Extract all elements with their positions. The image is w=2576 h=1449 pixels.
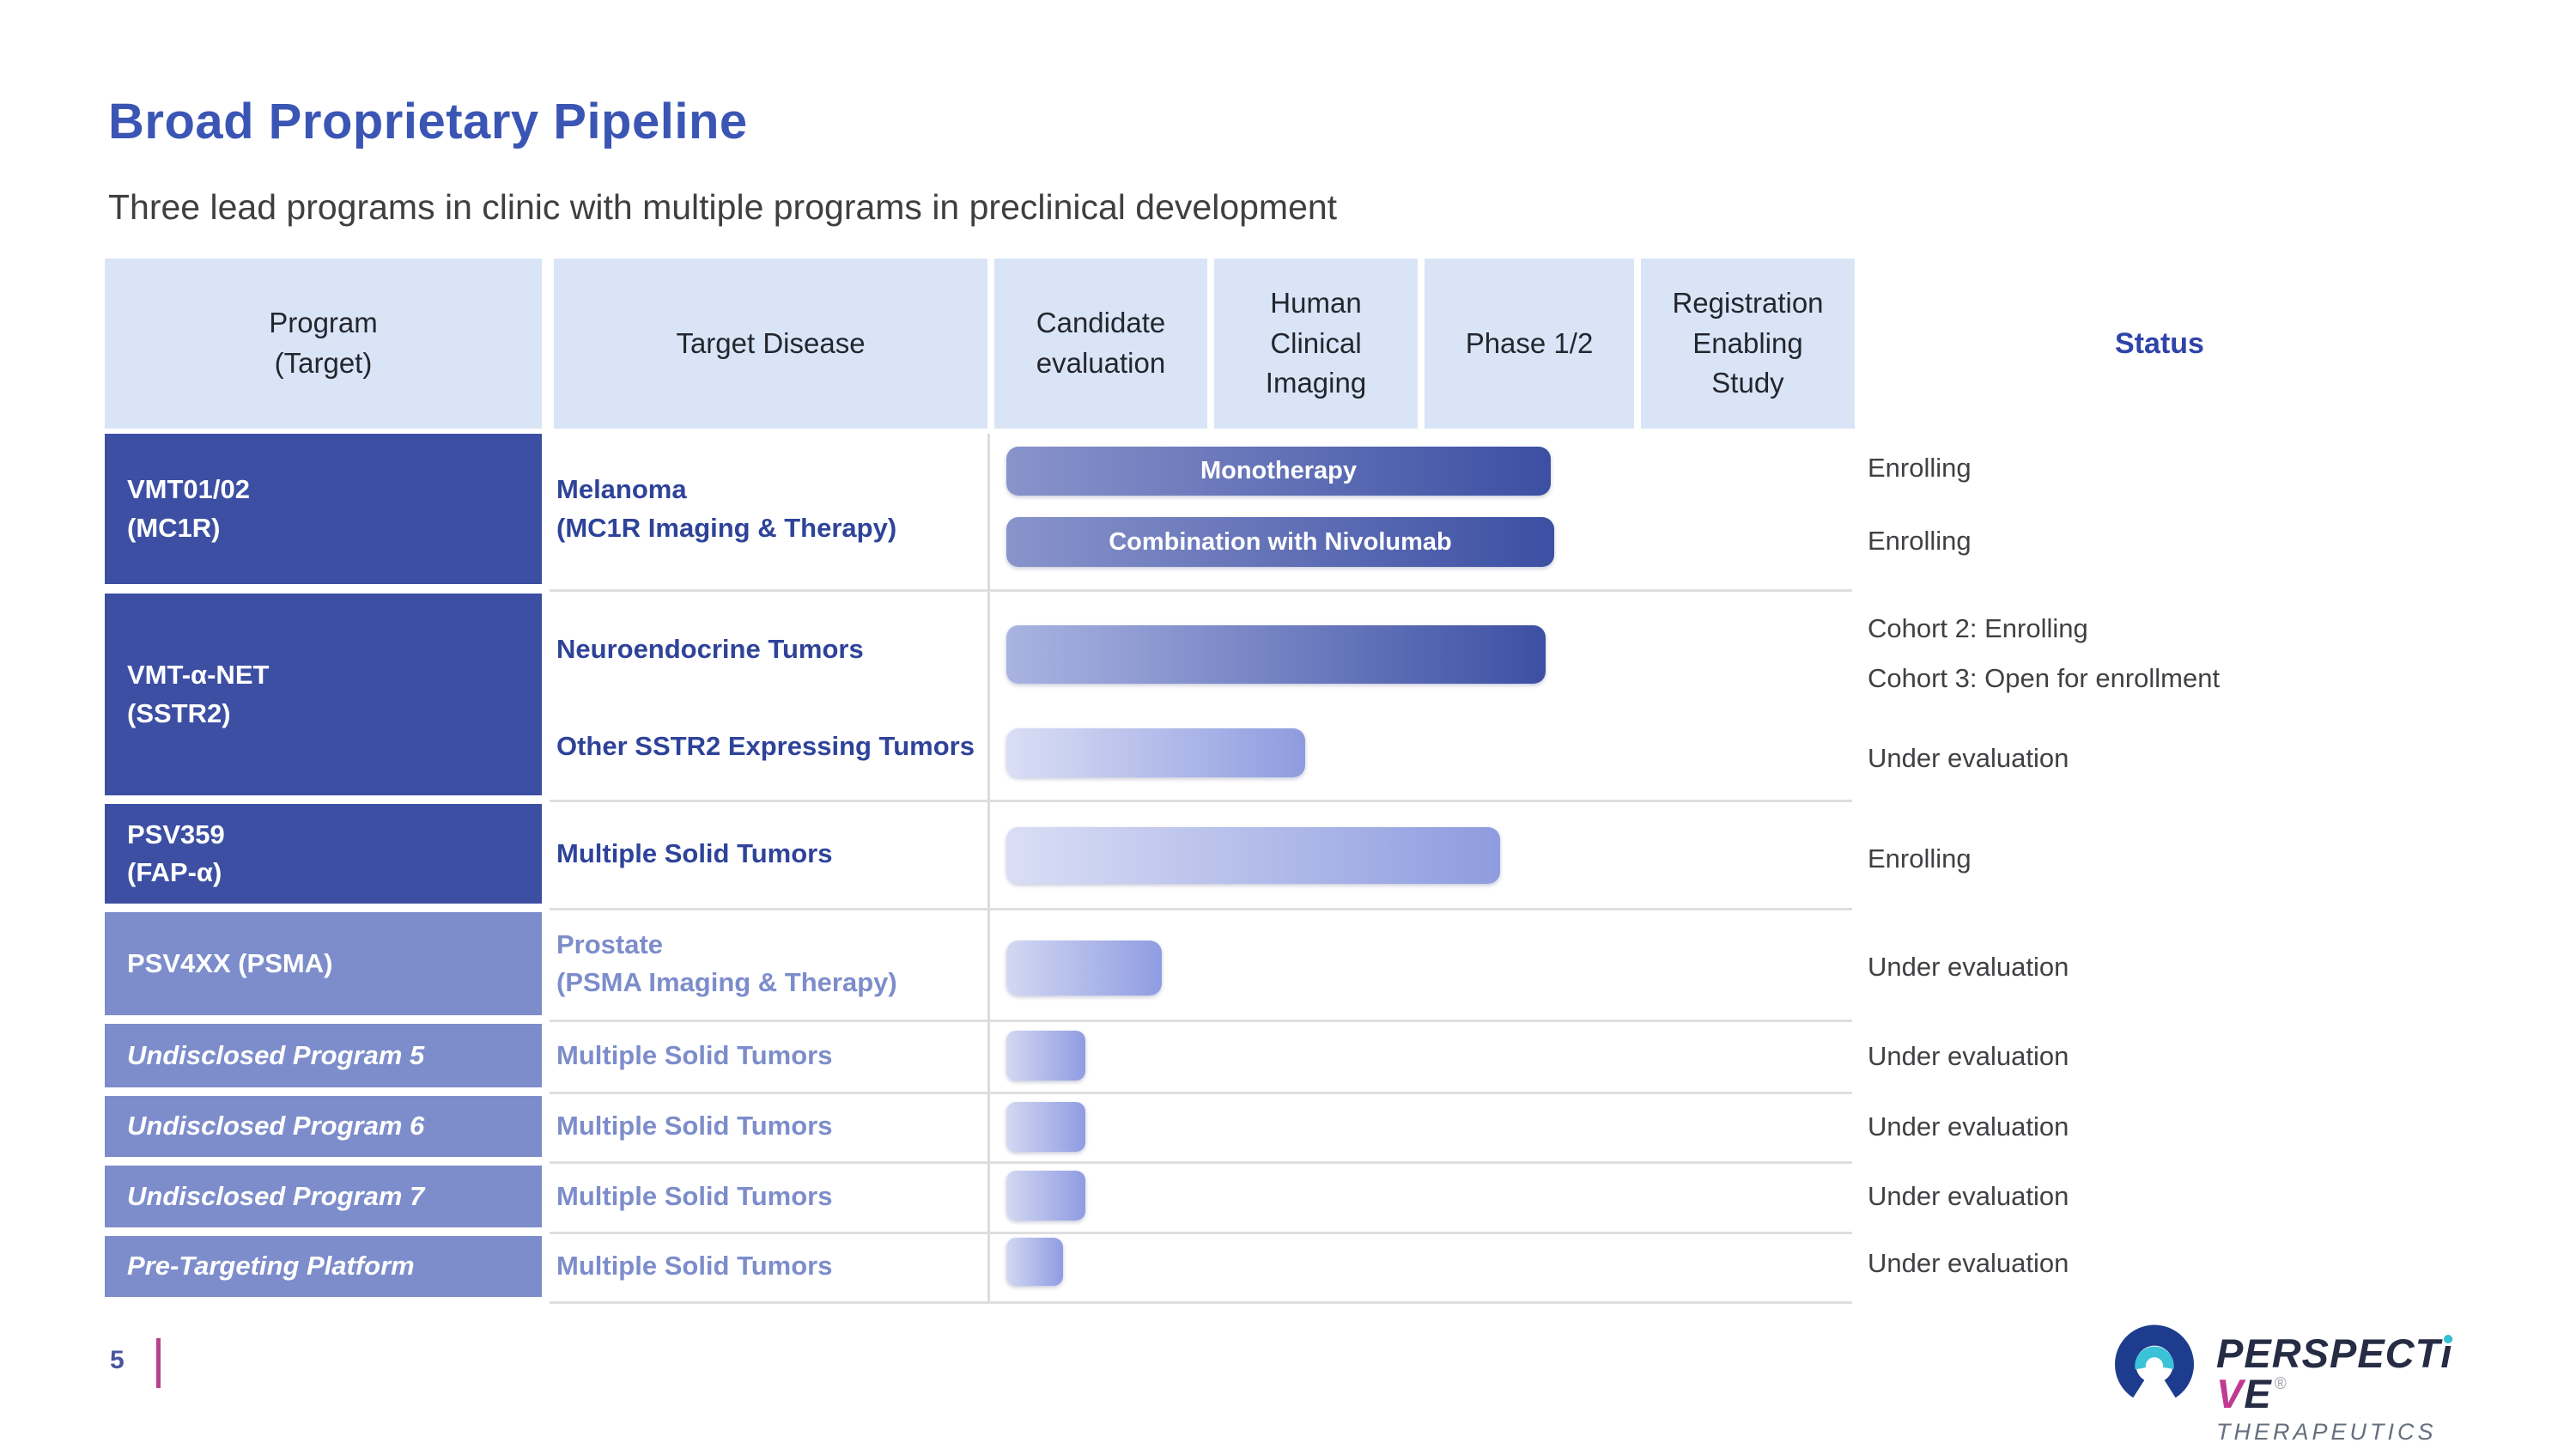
status-text: Under evaluation [1868, 1181, 2069, 1211]
header-cell-target-disease: Target Disease [554, 259, 987, 429]
pipeline-bar-undisclosed-5 [1006, 1031, 1085, 1081]
header-cell-candidate-evaluation: Candidate evaluation [994, 259, 1207, 429]
page-subtitle: Three lead programs in clinic with multi… [108, 187, 1338, 227]
status-text: Under evaluation [1868, 743, 2069, 773]
pipeline-bar-psv4xx [1006, 941, 1162, 995]
row-separator [550, 908, 1852, 910]
header-cell-status: Status [2115, 326, 2204, 360]
logo-i-teal-dot: i [2440, 1330, 2453, 1376]
row-separator [550, 1161, 1852, 1164]
status-text: Under evaluation [1868, 1111, 2069, 1142]
header-cell-program: Program (Target) [105, 259, 542, 429]
registered-mark: ® [2274, 1375, 2287, 1393]
disease-label: Multiple Solid Tumors [556, 1251, 833, 1282]
logo-subbrand: THERAPEUTICS [2216, 1419, 2437, 1445]
pipeline-bar-other-sstr2 [1006, 728, 1305, 777]
row-separator [550, 1232, 1852, 1234]
disease-label: Prostate (PSMA Imaging & Therapy) [556, 928, 897, 997]
pipeline-bar-neuroendocrine [1006, 625, 1546, 684]
row-separator [550, 589, 1852, 592]
program-cell: Undisclosed Program 6 [105, 1096, 542, 1157]
status-text: Enrolling [1868, 843, 1971, 874]
pipeline-bar-undisclosed-6 [1006, 1102, 1085, 1152]
status-text: Enrolling [1868, 526, 1971, 556]
bar-label: Combination with Nivolumab [1109, 527, 1452, 556]
header-cell-human-clinical-imaging: Human Clinical Imaging [1214, 259, 1418, 429]
status-text: Under evaluation [1868, 1248, 2069, 1278]
status-text: Enrolling [1868, 453, 1971, 483]
header-cell-phase-1-2: Phase 1/2 [1425, 259, 1634, 429]
logo-mark-icon [2108, 1324, 2201, 1408]
logo-wordmark: PERSPECTiVE ® [2216, 1330, 2453, 1416]
disease-label: Multiple Solid Tumors [556, 1039, 833, 1070]
pipeline-bar-undisclosed-7 [1006, 1171, 1085, 1221]
status-text: Cohort 3: Open for enrollment [1868, 663, 2221, 693]
header-cell-registration-enabling-study: Registration Enabling Study [1641, 259, 1855, 429]
disease-label: Other SSTR2 Expressing Tumors [556, 731, 975, 762]
logo-v-magenta: V [2216, 1371, 2245, 1416]
bar-label: Monotherapy [1200, 457, 1358, 484]
disease-label: Melanoma (MC1R Imaging & Therapy) [556, 474, 897, 543]
status-text: Under evaluation [1868, 952, 2069, 982]
program-cell: VMT01/02 (MC1R) [105, 434, 542, 584]
page-title: Broad Proprietary Pipeline [108, 94, 748, 149]
status-text: Cohort 2: Enrolling [1868, 613, 2088, 643]
program-cell: Undisclosed Program 5 [105, 1024, 542, 1087]
pipeline-bar-combination-nivolumab: Combination with Nivolumab [1006, 517, 1554, 567]
disease-label: Multiple Solid Tumors [556, 1111, 833, 1142]
row-separator [550, 800, 1852, 802]
row-separator [550, 1092, 1852, 1094]
company-logo: PERSPECTiVE ® THERAPEUTICS [2108, 1324, 2520, 1445]
pipeline-bar-monotherapy: Monotherapy [1006, 447, 1551, 496]
disease-label: Neuroendocrine Tumors [556, 633, 864, 664]
program-cell: Pre-Targeting Platform [105, 1236, 542, 1297]
program-cell: Undisclosed Program 7 [105, 1166, 542, 1227]
program-cell: VMT-α-NET (SSTR2) [105, 594, 542, 795]
status-text: Under evaluation [1868, 1041, 2069, 1071]
disease-label: Multiple Solid Tumors [556, 837, 833, 868]
row-separator [550, 1020, 1852, 1022]
pipeline-bar-pretargeting [1006, 1238, 1063, 1286]
program-cell: PSV359 (FAP-α) [105, 804, 542, 904]
disease-label: Multiple Solid Tumors [556, 1180, 833, 1211]
pipeline-bar-psv359 [1006, 827, 1500, 884]
page-number: 5 [110, 1346, 125, 1374]
row-separator [550, 1301, 1852, 1304]
footer-accent-bar [156, 1338, 161, 1388]
program-cell: PSV4XX (PSMA) [105, 912, 542, 1015]
column-separator [987, 434, 990, 1302]
